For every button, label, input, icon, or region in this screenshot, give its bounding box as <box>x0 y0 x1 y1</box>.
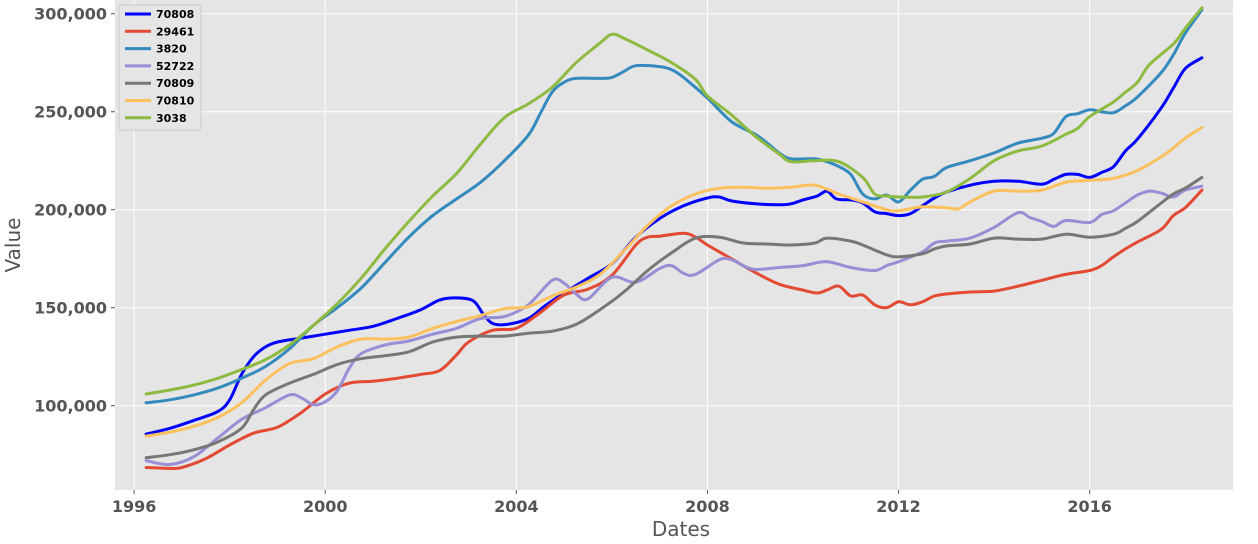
legend-label: 70809 <box>156 77 194 90</box>
y-tick-label: 250,000 <box>34 103 107 122</box>
legend-label: 52722 <box>156 60 194 73</box>
y-axis-label: Value <box>1 218 25 273</box>
y-tick-label: 300,000 <box>34 5 107 24</box>
legend-label: 3820 <box>156 43 187 56</box>
y-tick-label: 100,000 <box>34 397 107 416</box>
legend: 70808 29461 3820 52722 70809 70810 3038 <box>118 4 202 131</box>
x-tick-label: 1996 <box>112 497 157 516</box>
x-tick-label: 2016 <box>1067 497 1112 516</box>
legend-label: 29461 <box>156 25 194 38</box>
plot-area <box>115 0 1233 490</box>
series-line-3820 <box>144 8 1204 405</box>
series-line-70808 <box>144 56 1204 436</box>
x-tick-label: 2012 <box>876 497 921 516</box>
x-tick-label: 2008 <box>685 497 730 516</box>
legend-box <box>118 4 202 131</box>
x-axis-label: Dates <box>652 517 710 541</box>
y-tick-label: 200,000 <box>34 201 107 220</box>
series-line-3038 <box>144 6 1204 396</box>
y-tick-label: 150,000 <box>34 299 107 318</box>
legend-label: 70810 <box>156 95 195 108</box>
y-axis-ticks: 100,000 150,000 200,000 250,000 300,000 <box>34 5 115 416</box>
x-axis-ticks: 1996 2000 2004 2008 2012 2016 <box>112 490 1112 516</box>
legend-label: 3038 <box>156 112 187 125</box>
series-lines <box>144 6 1204 471</box>
series-line-70809 <box>144 175 1204 460</box>
series-line-70810 <box>144 125 1204 438</box>
series-line-52722 <box>144 184 1204 467</box>
x-tick-label: 2004 <box>494 497 539 516</box>
x-tick-label: 2000 <box>303 497 348 516</box>
legend-label: 70808 <box>156 8 194 21</box>
